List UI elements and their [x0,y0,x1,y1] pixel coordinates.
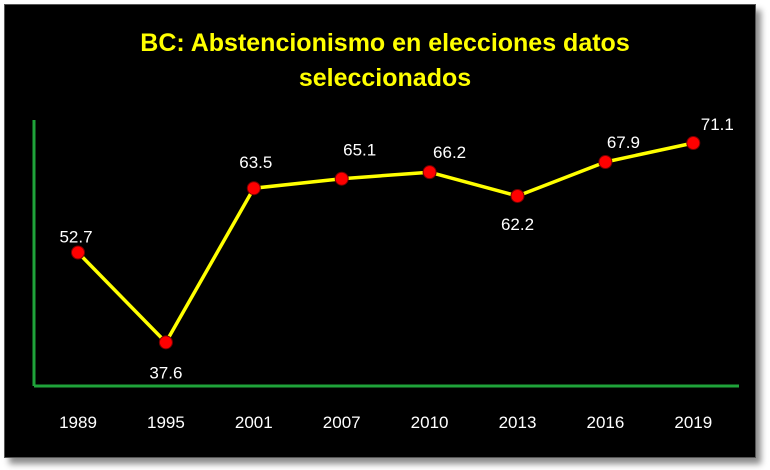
chart-title: BC: Abstencionismo en elecciones datos s… [0,26,770,96]
data-point-2001 [246,181,261,196]
data-label-2019: 71.1 [701,115,734,134]
series-line-group [76,141,694,345]
x-tick-label-2010: 2010 [411,413,449,432]
data-label-1989: 52.7 [59,228,92,247]
data-label-2016: 67.9 [607,133,640,152]
data-label-1995: 37.6 [149,363,182,382]
series-markers-group [71,136,701,350]
data-labels-group: 52.7 37.6 63.5 65.1 66.2 62.2 67.9 71.1 [59,115,733,382]
chart-title-line-1: BC: Abstencionismo en elecciones datos [140,29,630,57]
x-tick-labels-group: 1989 1995 2001 2007 2010 2013 2016 2019 [59,413,712,432]
data-point-2019 [686,136,701,150]
chart-frame [4,4,756,458]
chart-title-line-2: seleccionados [298,64,472,92]
x-tick-label-2013: 2013 [499,413,537,432]
x-tick-label-1989: 1989 [59,413,97,432]
data-point-2010 [422,165,437,180]
series-line [76,141,694,345]
data-point-1989 [71,245,85,260]
data-label-2001: 63.5 [239,153,272,172]
data-point-1995 [158,335,173,350]
x-tick-label-2019: 2019 [674,413,712,432]
data-point-2013 [510,188,525,203]
data-label-2010: 66.2 [433,143,466,162]
x-tick-label-1995: 1995 [147,413,185,432]
x-tick-label-2016: 2016 [586,413,624,432]
x-tick-label-2007: 2007 [323,413,361,432]
data-point-2007 [334,171,349,186]
data-point-2016 [598,155,613,170]
data-label-2013: 62.2 [501,215,534,234]
data-label-2007: 65.1 [343,141,376,160]
x-tick-label-2001: 2001 [235,413,273,432]
